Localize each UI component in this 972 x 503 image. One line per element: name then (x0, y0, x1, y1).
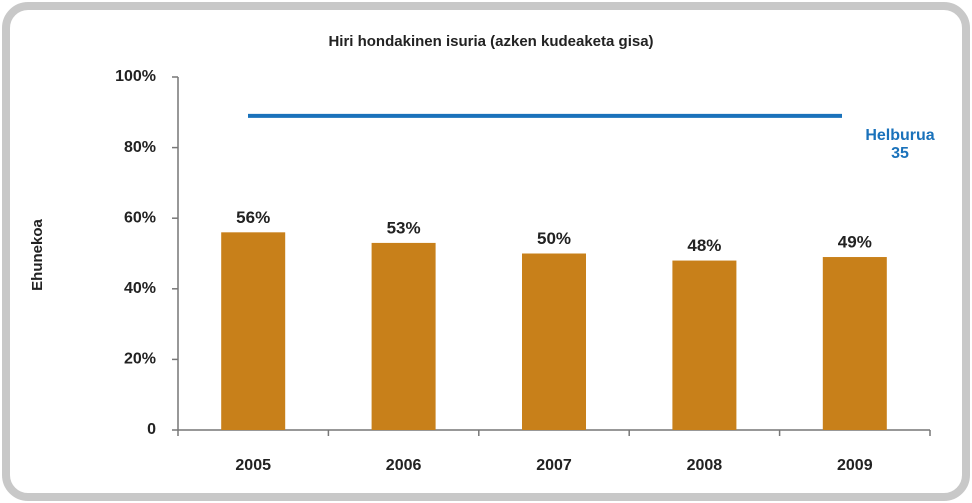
data-label: 53% (387, 218, 421, 237)
y-tick-label: 20% (124, 351, 156, 368)
bar (522, 253, 586, 430)
data-label: 50% (537, 229, 571, 248)
y-tick-label: 0 (147, 421, 156, 438)
y-tick-label: 100% (115, 68, 156, 85)
y-tick-label: 60% (124, 209, 156, 226)
bar (672, 260, 737, 430)
bar (371, 242, 436, 430)
target-label: 35 (891, 145, 909, 162)
bar (221, 232, 286, 430)
y-axis-label: Ehunekoa (29, 219, 46, 291)
x-tick-label: 2008 (687, 457, 723, 474)
data-label: 56% (236, 208, 270, 227)
x-tick-label: 2007 (536, 457, 572, 474)
y-tick-label: 80% (124, 139, 156, 156)
bar (822, 257, 887, 430)
chart-title: Hiri hondakinen isuria (azken kudeaketa … (328, 33, 653, 50)
target-label: Helburua (865, 127, 934, 144)
x-tick-label: 2005 (235, 457, 271, 474)
y-tick-label: 40% (124, 280, 156, 297)
x-tick-label: 2006 (386, 457, 422, 474)
data-label: 48% (687, 236, 721, 255)
x-tick-label: 2009 (837, 457, 873, 474)
data-label: 49% (838, 233, 872, 252)
